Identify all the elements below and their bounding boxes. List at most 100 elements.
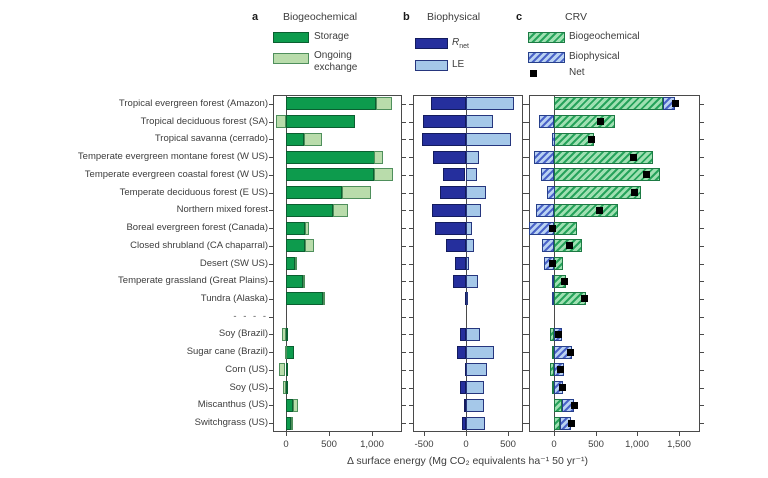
net-marker xyxy=(631,189,638,197)
panel-c-ytick-left xyxy=(525,334,529,335)
panel-c-ytick-right xyxy=(700,210,704,211)
panel-c-ytick-right xyxy=(700,281,704,282)
panel-b-ytick-left xyxy=(409,264,413,265)
rnet-bar xyxy=(446,239,466,253)
panel-a-ytick-right xyxy=(402,405,406,406)
rnet-bar xyxy=(440,186,466,200)
net-marker xyxy=(566,242,573,250)
ongoing-exchange-bar xyxy=(293,398,298,412)
row-label: Soy (US) xyxy=(229,381,268,393)
panel-a-ytick-left xyxy=(269,334,273,335)
panel-c-ytick-left xyxy=(525,317,529,318)
panel-a-ytick-right xyxy=(402,139,406,140)
crv-biogeochemical-bar xyxy=(550,363,554,377)
crv-biogeochemical-bar xyxy=(554,186,641,200)
panel-b-box xyxy=(413,95,523,432)
net-marker xyxy=(588,135,595,143)
storage-bar xyxy=(286,132,304,146)
panel-letter-c: c xyxy=(516,11,523,23)
ongoing-exchange-bar xyxy=(276,115,286,129)
crv-biogeochemical-bar xyxy=(550,327,554,341)
le-bar xyxy=(466,132,511,146)
row-label: Temperate deciduous forest (E US) xyxy=(119,186,268,198)
rnet-bar xyxy=(460,381,466,395)
panel-b-ytick-left xyxy=(409,405,413,406)
panel-c-ytick-right xyxy=(700,139,704,140)
crv-biophysical-bar xyxy=(552,132,555,146)
storage-bar xyxy=(286,186,342,200)
panel-c-ytick-left xyxy=(525,423,529,424)
row-label: Temperate grassland (Great Plains) xyxy=(118,275,268,287)
rnet-bar xyxy=(432,203,466,217)
panel-b-ytick-left xyxy=(409,370,413,371)
panel-c-ytick-right xyxy=(700,423,704,424)
legend-c-title: CRV xyxy=(565,11,587,23)
row-label: Corn (US) xyxy=(225,363,268,375)
net-marker xyxy=(567,348,574,356)
net-marker xyxy=(596,206,603,214)
storage-bar xyxy=(286,97,376,111)
panel-a-ytick-right xyxy=(402,122,406,123)
storage-bar xyxy=(286,327,288,341)
panel-c-ytick-right xyxy=(700,317,704,318)
le-bar xyxy=(466,398,484,412)
panel-c-ytick-left xyxy=(525,210,529,211)
le-swatch xyxy=(415,60,448,71)
panel-a-ytick-right xyxy=(402,246,406,247)
panel-a-xtick-label: 0 xyxy=(283,439,289,450)
crv-biophysical-bar xyxy=(547,186,555,200)
row-label: Temperate evergreen montane forest (W US… xyxy=(77,151,268,163)
legend-a-exchange-label: Ongoing exchange xyxy=(314,50,358,73)
panel-b-ytick-left xyxy=(409,246,413,247)
panel-a-ytick-right xyxy=(402,228,406,229)
panel-b-ytick-left xyxy=(409,210,413,211)
crv-biogeochemical-bar xyxy=(554,416,560,430)
panel-b-ytick-left xyxy=(409,299,413,300)
panel-a-ytick-left xyxy=(269,388,273,389)
panel-b-ytick-left xyxy=(409,228,413,229)
net-marker xyxy=(549,224,556,232)
category-separator: - - - - xyxy=(233,310,268,322)
panel-c-xtick-label: 1,500 xyxy=(667,439,691,450)
le-bar xyxy=(466,381,484,395)
panel-c-ytick-left xyxy=(525,122,529,123)
crv-biophysical-swatch xyxy=(528,52,565,63)
panel-a-ytick-right xyxy=(402,388,406,389)
rnet-bar xyxy=(464,398,466,412)
panel-b-ytick-left xyxy=(409,388,413,389)
legend-c-biophysical-label: Biophysical xyxy=(569,51,620,62)
panel-a-ytick-left xyxy=(269,157,273,158)
panel-c-xtick xyxy=(596,432,597,436)
rnet-bar xyxy=(462,416,466,430)
panel-a-ytick-right xyxy=(402,352,406,353)
rnet-bar xyxy=(460,327,466,341)
panel-c-ytick-right xyxy=(700,264,704,265)
storage-bar xyxy=(286,239,305,253)
storage-bar xyxy=(286,257,295,270)
ongoing-exchange-bar xyxy=(376,97,392,111)
x-axis-title: Δ surface energy (Mg CO₂ equivalents ha⁻… xyxy=(346,455,589,467)
rnet-bar xyxy=(422,132,466,146)
ongoing-exchange-bar xyxy=(304,132,322,146)
storage-bar xyxy=(286,115,355,129)
panel-a-ytick-right xyxy=(402,264,406,265)
row-label: Tropical deciduous forest (SA) xyxy=(140,115,268,127)
storage-bar xyxy=(286,221,305,235)
panel-c-ytick-left xyxy=(525,228,529,229)
storage-bar xyxy=(286,203,333,217)
panel-c-ytick-right xyxy=(700,370,704,371)
net-marker xyxy=(557,366,564,374)
rnet-bar xyxy=(423,115,466,129)
panel-c-ytick-right xyxy=(700,104,704,105)
le-bar xyxy=(466,168,477,182)
storage-bar xyxy=(286,150,375,164)
le-bar xyxy=(466,363,487,377)
panel-b-ytick-left xyxy=(409,281,413,282)
net-marker xyxy=(672,100,679,108)
panel-c-xtick-label: 1,000 xyxy=(625,439,649,450)
le-bar xyxy=(466,221,472,235)
crv-biogeochemical-bar xyxy=(554,168,660,182)
crv-biogeochemical-bar xyxy=(554,221,577,235)
panel-b-ytick-left xyxy=(409,104,413,105)
panel-b-ytick-left xyxy=(409,352,413,353)
